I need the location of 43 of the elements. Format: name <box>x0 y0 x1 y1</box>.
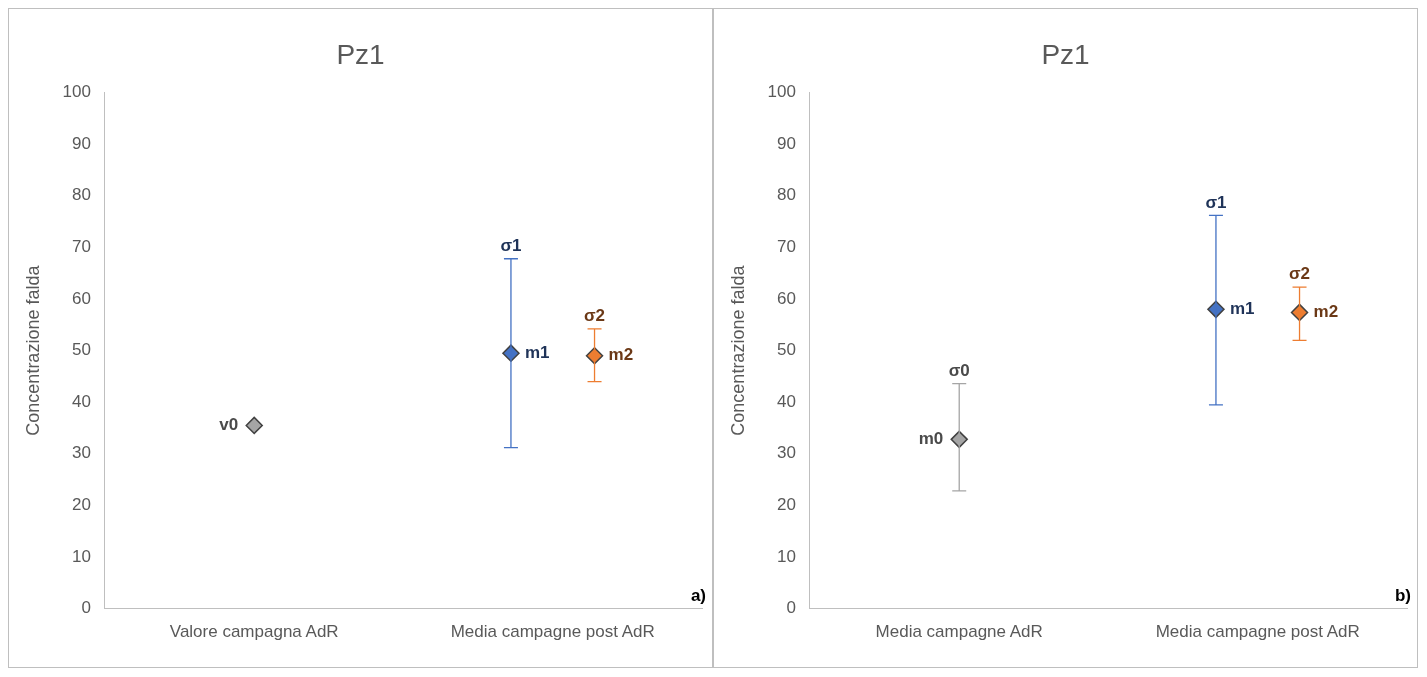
annotation: σ1 <box>500 235 522 255</box>
y-tick-label: 100 <box>62 82 91 102</box>
y-axis-title: Concentrazione falda <box>22 264 43 436</box>
chart-title: Pz1 <box>336 38 385 70</box>
annotation: σ1 <box>1205 192 1227 212</box>
y-tick-label: 80 <box>72 185 91 205</box>
y-tick-label: 70 <box>72 237 91 257</box>
y-tick-label: 50 <box>72 340 91 360</box>
y-tick-label: 40 <box>72 391 91 411</box>
y-tick-label: 30 <box>777 443 796 463</box>
annotation: b) <box>1394 585 1411 605</box>
y-tick-label: 60 <box>72 288 91 308</box>
data-label: m2 <box>608 345 634 365</box>
data-label: v0 <box>219 415 239 435</box>
x-tick-label: Valore campagna AdR <box>169 622 339 642</box>
y-tick-label: 80 <box>777 185 796 205</box>
y-tick-label: 20 <box>777 495 796 515</box>
x-tick-label: Media campagne post AdR <box>450 622 655 642</box>
y-tick-label: 30 <box>72 443 91 463</box>
y-tick-label: 0 <box>81 598 91 618</box>
x-tick-label: Media campagne post AdR <box>1155 622 1360 642</box>
data-label: m0 <box>918 429 944 449</box>
y-tick-label: 0 <box>786 598 796 618</box>
x-tick-label: Media campagne AdR <box>875 622 1043 642</box>
y-axis-title: Concentrazione falda <box>727 264 748 436</box>
y-tick-label: 20 <box>72 495 91 515</box>
y-tick-label: 100 <box>767 82 796 102</box>
data-label: m1 <box>1229 299 1255 319</box>
y-tick-label: 10 <box>72 546 91 566</box>
y-tick-label: 90 <box>72 133 91 153</box>
data-label: m2 <box>1313 302 1339 322</box>
annotation: σ0 <box>948 360 970 380</box>
chart-title: Pz1 <box>1041 38 1090 70</box>
y-tick-label: 40 <box>777 391 796 411</box>
y-tick-label: 90 <box>777 133 796 153</box>
annotation: σ2 <box>583 306 606 326</box>
y-tick-label: 70 <box>777 237 796 257</box>
annotation: a) <box>690 585 706 605</box>
data-label: m1 <box>524 342 550 362</box>
annotation: σ2 <box>1288 264 1311 284</box>
y-tick-label: 10 <box>777 546 796 566</box>
y-tick-label: 50 <box>777 340 796 360</box>
y-tick-label: 60 <box>777 288 796 308</box>
